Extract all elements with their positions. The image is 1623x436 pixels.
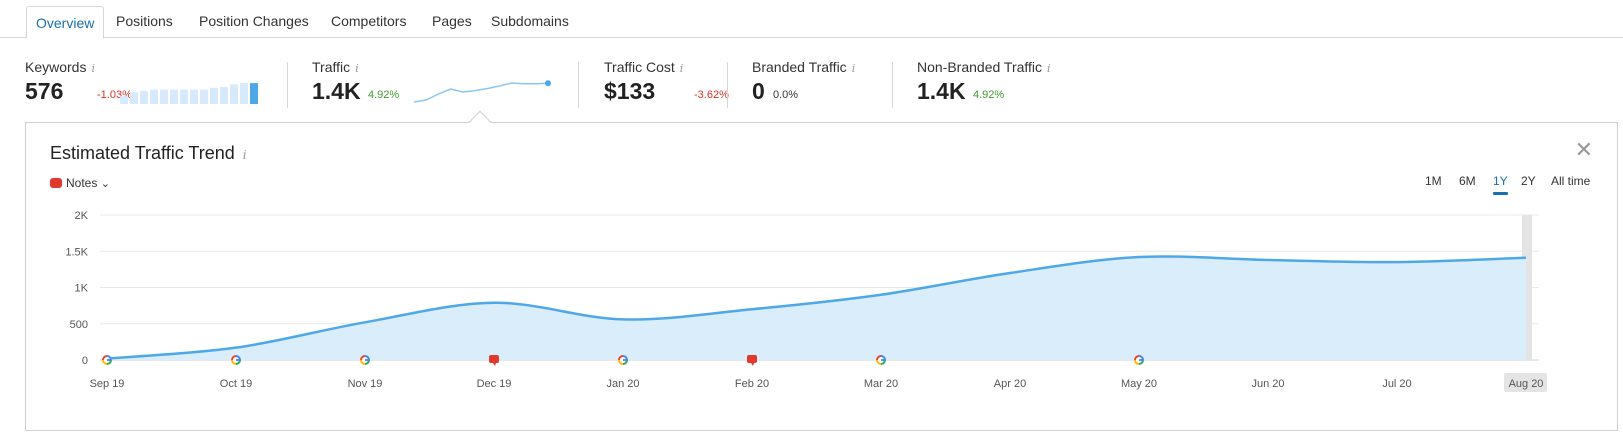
chevron-down-icon: ⌄ (100, 178, 110, 190)
x-tick-label: Mar 20 (864, 378, 898, 390)
sparkline-line (413, 82, 549, 103)
non-branded-traffic-label: Non-Branded Traffic (917, 59, 1043, 75)
non-branded-traffic-delta: 4.92% (973, 89, 1005, 101)
series-line (106, 255, 1527, 360)
note-icon (50, 178, 62, 188)
google-update-icon (1134, 355, 1144, 365)
sparkline-bar (210, 87, 218, 104)
panel-title-text: Estimated Traffic Trend (50, 143, 235, 163)
metric-divider (727, 62, 728, 108)
tab-position-changes[interactable]: Position Changes (199, 13, 309, 29)
traffic-delta: 4.92% (368, 89, 400, 101)
sparkline-bar (120, 96, 128, 104)
x-tick-label: Nov 19 (348, 378, 383, 390)
tab-overview[interactable]: Overview (26, 6, 105, 39)
note-marker-icon (489, 355, 499, 366)
sparkline-bar (160, 89, 168, 104)
tab-subdomains[interactable]: Subdomains (491, 13, 569, 29)
google-update-icon (360, 355, 370, 365)
series-area (107, 256, 1526, 360)
traffic-label: Traffic (312, 59, 351, 75)
y-tick-label: 1K (75, 283, 89, 295)
traffic-info-icon[interactable]: i (355, 62, 359, 75)
sparkline-bar (180, 89, 188, 104)
sparkline-bar (150, 89, 158, 104)
sparkline-bar (230, 84, 238, 104)
tab-positions[interactable]: Positions (116, 13, 173, 29)
keywords-sparkline (120, 83, 258, 104)
range-1m[interactable]: 1M (1425, 174, 1442, 188)
sparkline-bar (190, 89, 198, 104)
y-tick-label: 2K (75, 210, 89, 222)
x-tick-label: Jan 20 (606, 378, 639, 390)
x-tick-label: Jul 20 (1382, 378, 1411, 390)
x-tick-label: Jun 20 (1251, 378, 1284, 390)
metric-divider (578, 62, 579, 108)
sparkline-bar (170, 89, 178, 104)
panel-info-icon[interactable]: i (242, 148, 247, 162)
traffic-cost-info-icon[interactable]: i (679, 62, 684, 75)
notes-dropdown[interactable]: Notes ⌄ (50, 176, 110, 190)
traffic-cost-value: $133 (604, 78, 656, 104)
x-tick-label: Sep 19 (90, 378, 125, 390)
metric-keywords[interactable]: Keywords i 576 -1.03% (25, 59, 265, 109)
sparkline-bar (220, 87, 228, 104)
sparkline-end-point (545, 80, 551, 87)
panel-title: Estimated Traffic Trend i (50, 143, 247, 164)
branded-traffic-delta: 0.0% (773, 89, 799, 101)
non-branded-traffic-value: 1.4K (917, 78, 966, 104)
y-tick-label: 500 (70, 319, 88, 331)
branded-traffic-value: 0 (752, 78, 765, 104)
sparkline-bar (250, 83, 258, 104)
x-tick-label: Aug 20 (1509, 378, 1544, 390)
branded-traffic-label: Branded Traffic (752, 59, 847, 75)
keywords-label: Keywords (25, 59, 87, 75)
x-tick-highlight (1504, 373, 1547, 392)
metric-divider (287, 62, 288, 108)
range-2y[interactable]: 2Y (1521, 174, 1536, 188)
traffic-cost-delta: -3.62% (694, 89, 729, 101)
notes-label: Notes (66, 176, 98, 190)
traffic-value: 1.4K (312, 78, 361, 104)
keywords-value: 576 (25, 78, 64, 104)
google-update-icon (102, 355, 112, 365)
x-tick-label: Apr 20 (994, 378, 1026, 390)
google-update-icon (231, 355, 241, 365)
note-marker-icon (747, 355, 757, 366)
keywords-info-icon[interactable]: i (91, 62, 95, 75)
sparkline-bar (130, 92, 138, 104)
non-branded-traffic-info-icon[interactable]: i (1047, 62, 1051, 75)
metric-branded-traffic[interactable]: Branded Traffic i 0 0.0% (752, 59, 882, 109)
metric-traffic-cost[interactable]: Traffic Cost i $133 -3.62% (604, 59, 729, 109)
tab-competitors[interactable]: Competitors (331, 13, 407, 29)
hover-column (1522, 215, 1532, 360)
sparkline-bar (200, 89, 208, 104)
tab-pages[interactable]: Pages (432, 13, 472, 29)
report-tabs: Overview Positions Position Changes Comp… (0, 0, 1623, 39)
branded-traffic-info-icon[interactable]: i (851, 62, 856, 75)
range-6m[interactable]: 6M (1459, 174, 1476, 188)
range-all-time[interactable]: All time (1551, 174, 1591, 188)
sparkline-bar (140, 90, 148, 104)
traffic-cost-label: Traffic Cost (604, 59, 675, 75)
x-tick-label: Feb 20 (735, 378, 769, 390)
x-tick-label: Dec 19 (477, 378, 512, 390)
metric-divider (892, 62, 893, 108)
y-tick-label: 1.5K (65, 246, 88, 258)
y-tick-label: 0 (82, 355, 88, 367)
range-1y[interactable]: 1Y (1493, 174, 1508, 195)
x-tick-label: Oct 19 (220, 378, 252, 390)
traffic-sparkline (413, 80, 551, 103)
traffic-trend-chart[interactable]: 0 500 1K 1.5K 2K Sep 19 Oct 19 Nov 19 Dec 19 Jan … (26, 123, 1619, 432)
sparkline-bar (240, 83, 248, 104)
metric-traffic[interactable]: Traffic i 1.4K 4.92% (312, 59, 557, 109)
metric-non-branded-traffic[interactable]: Non-Branded Traffic i 1.4K 4.92% (917, 59, 1087, 109)
google-update-icon (618, 355, 628, 365)
traffic-trend-panel: Estimated Traffic Trend i ✕ Notes ⌄ 1M 6M… (25, 122, 1618, 431)
x-tick-label: May 20 (1121, 378, 1157, 390)
close-icon[interactable]: ✕ (1574, 137, 1593, 162)
google-update-icon (876, 355, 886, 365)
